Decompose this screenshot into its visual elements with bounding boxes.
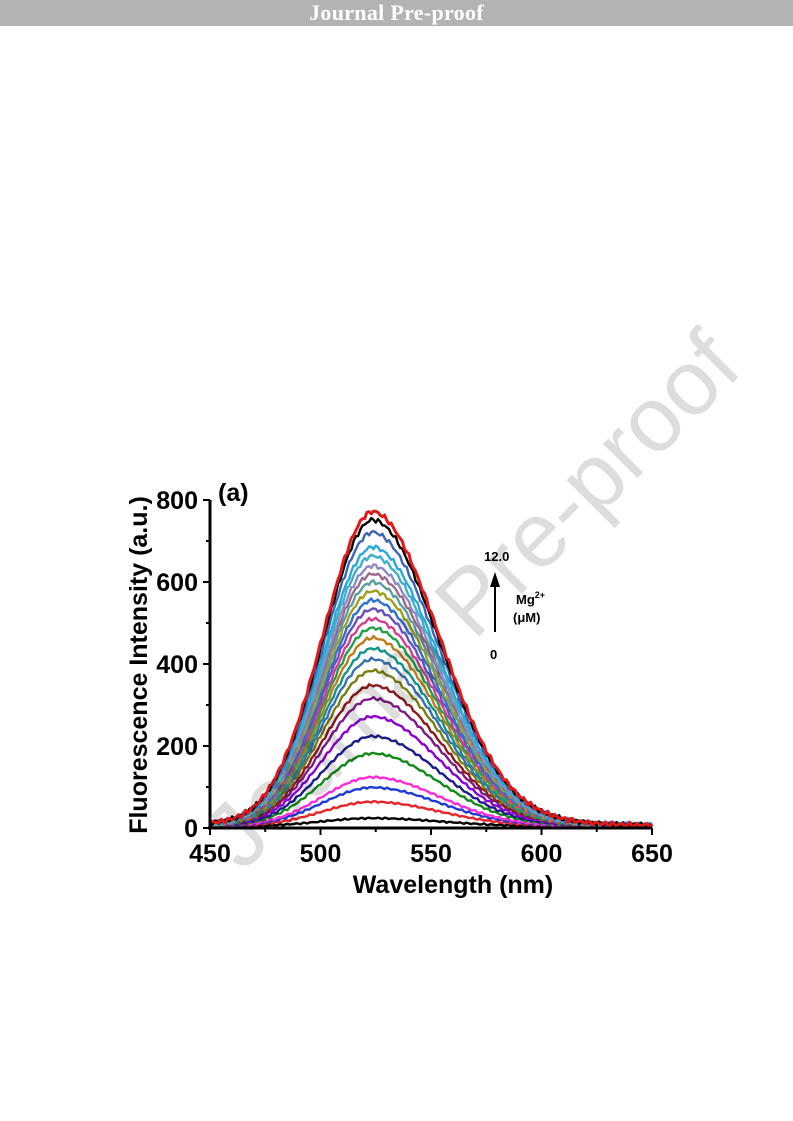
x-ticks: 450 500 550 600 650 — [189, 828, 673, 868]
y-ticks: 0 200 400 600 800 — [156, 487, 210, 843]
y-tick-label: 400 — [156, 651, 198, 679]
y-tick-label: 800 — [156, 487, 198, 515]
concentration-annotation: 12.0 Mg2+ (μM) 0 — [484, 549, 545, 662]
x-tick-label: 650 — [631, 840, 673, 868]
annotation-unit: (μM) — [513, 610, 540, 625]
arrow-up-icon — [490, 572, 500, 587]
y-axis-title: Fluorescence Intensity (a.u.) — [125, 496, 153, 834]
x-tick-label: 600 — [521, 840, 563, 868]
annotation-top-value: 12.0 — [484, 549, 509, 564]
series-line — [209, 509, 654, 830]
x-tick-label: 500 — [300, 840, 342, 868]
y-tick-label: 0 — [184, 815, 198, 843]
panel-label: (a) — [218, 479, 249, 507]
x-tick-label: 550 — [410, 840, 452, 868]
banner-text: Journal Pre-proof — [309, 0, 484, 25]
series-lines — [208, 509, 654, 830]
annotation-ion: Mg2+ — [516, 590, 545, 607]
x-tick-label: 450 — [189, 840, 231, 868]
y-tick-label: 200 — [156, 733, 198, 761]
x-axis-title: Wavelength (nm) — [353, 871, 553, 899]
journal-banner: Journal Pre-proof — [0, 0, 793, 26]
annotation-bottom-value: 0 — [490, 647, 497, 662]
y-tick-label: 600 — [156, 569, 198, 597]
